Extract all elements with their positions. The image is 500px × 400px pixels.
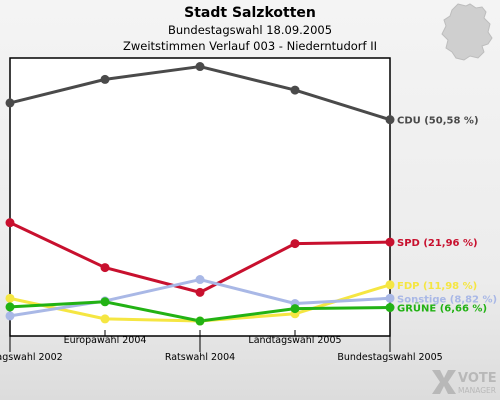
data-point-cdu (100, 74, 110, 84)
data-point-spd (385, 237, 395, 247)
end-labels: CDU (50,58 %) SPD (21,96 %) FDP (11,98 %) S… (397, 116, 497, 315)
x-tick-label: Europawahl 2004 (64, 335, 147, 346)
data-point-sonstige (385, 293, 395, 303)
data-point-grüne (385, 303, 395, 313)
data-point-grüne (100, 297, 110, 307)
chart-subtitle-election: Bundestagswahl 18.09.2005 (167, 23, 333, 37)
data-point-grüne (290, 304, 300, 314)
series-end-label-sonstige: Sonstige (8,82 %) (397, 294, 497, 305)
vote-manager-logo: VOTE MANAGER (432, 370, 497, 395)
data-point-fdp (100, 314, 110, 324)
data-point-fdp (385, 280, 395, 290)
data-point-cdu (5, 98, 15, 108)
chart-title: Stadt Salzkotten (184, 5, 316, 21)
x-tick-label: Bundestagswahl 2002 (0, 352, 63, 363)
data-point-spd (195, 287, 205, 297)
x-tick-label: Bundestagswahl 2005 (337, 352, 442, 363)
x-tick-label: Ratswahl 2004 (165, 352, 235, 363)
series-end-label-grüne: GRÜNE (6,66 %) (397, 301, 487, 315)
series-points (5, 62, 395, 326)
data-point-sonstige (5, 311, 15, 321)
chart-subtitle-district: Zweitstimmen Verlauf 003 - Niederntudorf… (122, 39, 378, 53)
data-point-spd (5, 218, 15, 228)
data-point-cdu (195, 62, 205, 72)
series-end-label-fdp: FDP (11,98 %) (397, 281, 477, 292)
data-point-grüne (5, 302, 15, 312)
data-point-spd (100, 263, 110, 273)
data-point-cdu (385, 115, 395, 125)
series-end-label-spd: SPD (21,96 %) (397, 238, 478, 249)
x-tick-label: Landtagswahl 2005 (248, 335, 341, 346)
germany-map-icon (441, 3, 493, 61)
data-point-spd (290, 239, 300, 249)
series-end-label-cdu: CDU (50,58 %) (397, 116, 479, 127)
data-point-fdp (5, 293, 15, 303)
data-point-cdu (290, 85, 300, 95)
logo-manager-text: MANAGER (458, 386, 496, 395)
data-point-sonstige (195, 275, 205, 285)
logo-vote-text: VOTE (458, 371, 497, 386)
data-point-grüne (195, 316, 205, 326)
